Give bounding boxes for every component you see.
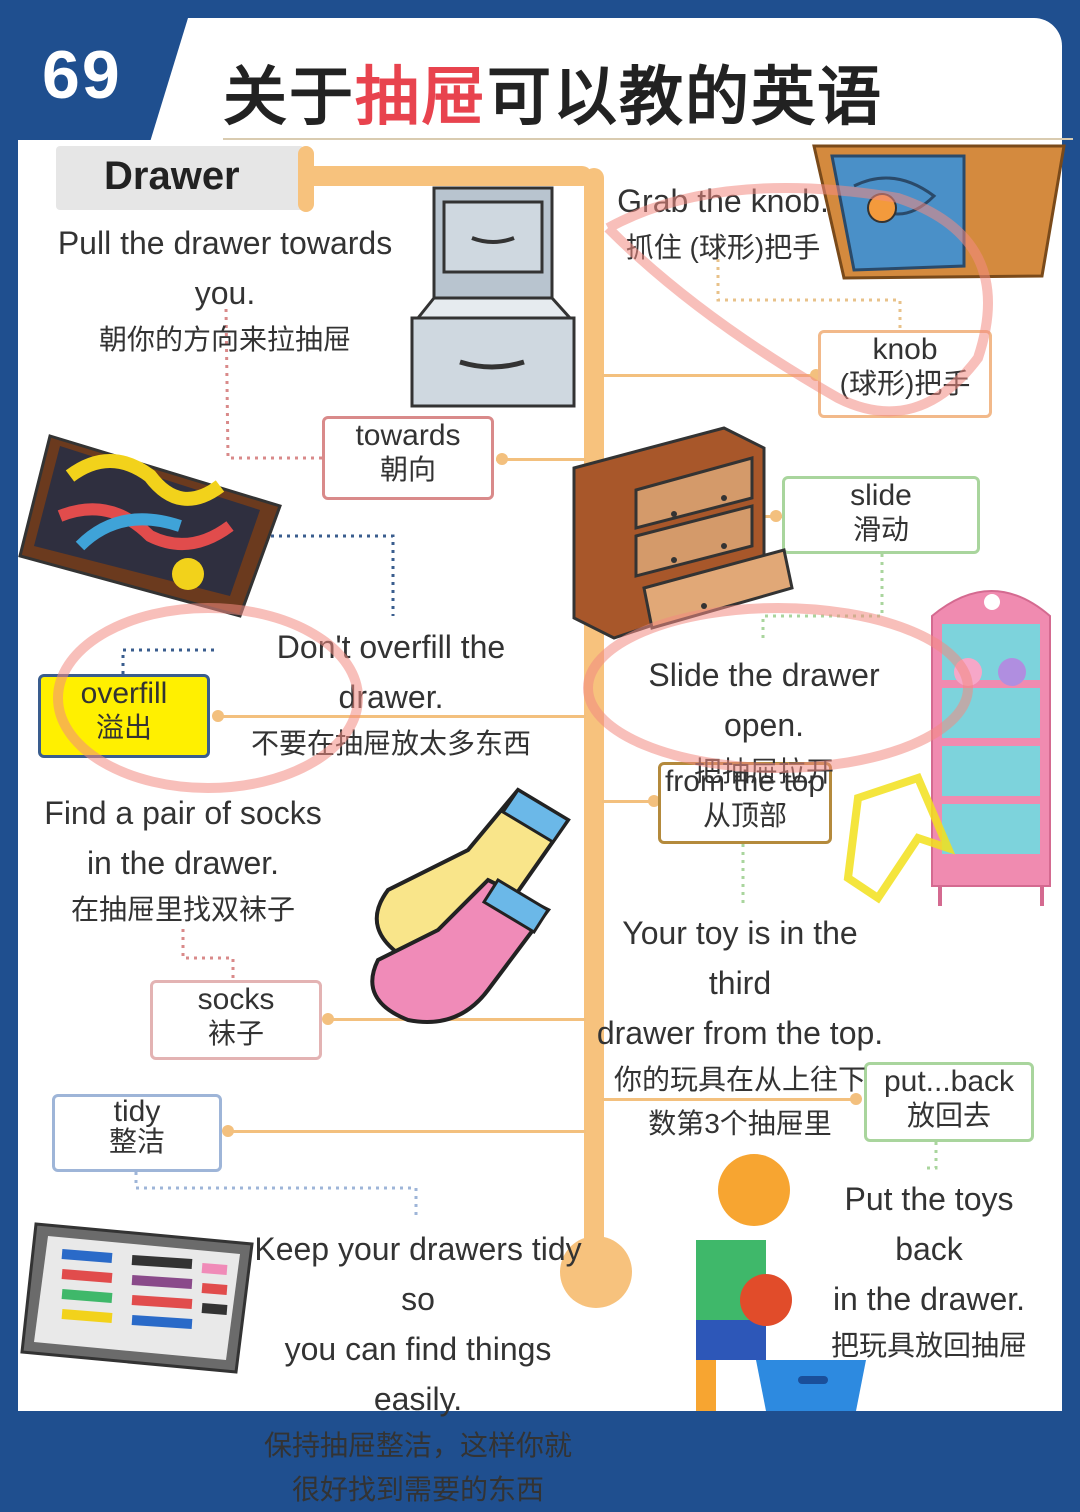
- organized-drawer-icon: [20, 1222, 254, 1374]
- sentence-toy: Your toy is in the third drawer from the…: [590, 908, 890, 1146]
- branch-towards: [496, 458, 586, 461]
- vocab-en: put...back: [883, 1065, 1015, 1098]
- vocab-towards: towards 朝向: [322, 416, 494, 500]
- sentence-pull: Pull the drawer towards you. 朝你的方向来拉抽屉: [30, 218, 420, 362]
- trunk-horizontal: [302, 166, 592, 186]
- vocab-slide: slide 滑动: [782, 476, 980, 554]
- vocab-zh: 整洁: [108, 1126, 165, 1157]
- file-cabinet-icon: [410, 186, 576, 408]
- sentence-en-1: Keep your drawers tidy so: [254, 1231, 582, 1317]
- sentence-en: Pull the drawer towards you.: [57, 225, 393, 311]
- branch-dot: [222, 1125, 234, 1137]
- vocab-en: slide: [850, 479, 912, 512]
- title-part-red: 抽屉: [355, 61, 487, 133]
- poster: 69 关于抽屉可以教的英语 Drawer towards: [18, 18, 1073, 1505]
- dresser-icon: [572, 426, 794, 640]
- sentence-en: Slide the drawer open.: [648, 657, 880, 743]
- sentence-en-2: drawer from the top.: [596, 1015, 884, 1051]
- sentence-zh-2: 很好找到需要的东西: [291, 1474, 544, 1505]
- vocab-en: knob: [872, 333, 938, 366]
- branch-dot: [212, 710, 224, 722]
- sentence-slide: Slide the drawer open. 把抽屉拉开: [614, 650, 914, 794]
- sentence-zh-1: 保持抽屉整洁，这样你就: [263, 1430, 572, 1461]
- socks-icon: [370, 787, 571, 1024]
- vocab-en: tidy: [113, 1095, 161, 1128]
- sentence-putback: Put the toys back in the drawer. 把玩具放回抽屉: [816, 1174, 1042, 1368]
- branch-put-back: [602, 1098, 858, 1101]
- sentence-zh: 在抽屉里找双袜子: [70, 894, 295, 925]
- sentence-en-1: Your toy is in the third: [622, 915, 858, 1001]
- trunk-cap: [298, 146, 314, 212]
- sentence-zh: 把玩具放回抽屉: [830, 1330, 1027, 1361]
- vocab-zh: 滑动: [852, 514, 909, 545]
- sentence-zh-1: 你的玩具在从上往下: [613, 1064, 866, 1095]
- branch-tidy: [224, 1130, 586, 1133]
- vocab-zh: 放回去: [906, 1100, 991, 1131]
- branch-dot: [322, 1013, 334, 1025]
- title-divider: [223, 138, 1073, 140]
- sentence-zh: 朝你的方向来拉抽屉: [98, 324, 351, 355]
- sentence-socks: Find a pair of socks in the drawer. 在抽屉里…: [38, 788, 328, 932]
- child-with-toys-icon: [696, 1154, 866, 1411]
- branch-dot: [648, 795, 660, 807]
- highlight-marks: [53, 183, 993, 904]
- trunk-vertical: [584, 168, 604, 1278]
- topic-label: Drawer: [56, 146, 304, 210]
- branch-dot: [770, 510, 782, 522]
- branch-overfill: [214, 715, 586, 718]
- vocab-zh: 袜子: [207, 1018, 264, 1049]
- sentence-overfill: Don't overfill the drawer. 不要在抽屉放太多东西: [226, 622, 556, 766]
- messy-drawer-icon: [18, 434, 282, 618]
- sentence-en-2: in the drawer.: [832, 1281, 1026, 1317]
- branch-dot: [850, 1093, 862, 1105]
- sentence-zh: 不要在抽屉放太多东西: [250, 728, 531, 759]
- sentence-en-1: Find a pair of socks: [44, 795, 322, 831]
- branch-from-top: [602, 800, 658, 803]
- vocab-en: towards: [355, 419, 461, 452]
- vocab-from-the-top: from the top 从顶部: [658, 762, 832, 844]
- sentence-zh-2: 数第3个抽屉里: [648, 1108, 832, 1139]
- page-title: 关于抽屉可以教的英语: [223, 46, 883, 138]
- dotted-connectors: [121, 258, 938, 1218]
- vocab-zh: 溢出: [95, 712, 152, 743]
- branch-socks: [324, 1018, 586, 1021]
- title-part-1: 关于: [223, 61, 355, 133]
- sentence-en-2: in the drawer.: [86, 845, 280, 881]
- sentence-en-1: Put the toys back: [844, 1181, 1014, 1267]
- sentence-zh: 抓住 (球形)把手: [625, 232, 821, 263]
- vocab-en: socks: [197, 983, 275, 1016]
- vocab-zh: 从顶部: [702, 800, 787, 831]
- branch-dot: [496, 453, 508, 465]
- topic-text: Drawer: [104, 154, 240, 198]
- title-part-2: 可以教的英语: [487, 61, 883, 133]
- vocab-put-back: put...back 放回去: [864, 1062, 1034, 1142]
- branch-knob: [602, 374, 818, 377]
- vocab-zh: 朝向: [379, 454, 436, 485]
- vocab-socks: socks 袜子: [150, 980, 322, 1060]
- vocab-overfill: overfill 溢出: [38, 674, 210, 758]
- vocab-tidy: tidy 整洁: [52, 1094, 222, 1172]
- vocab-en: overfill: [80, 677, 168, 710]
- lesson-number: 69: [42, 37, 122, 113]
- trunk-end: [560, 1236, 632, 1308]
